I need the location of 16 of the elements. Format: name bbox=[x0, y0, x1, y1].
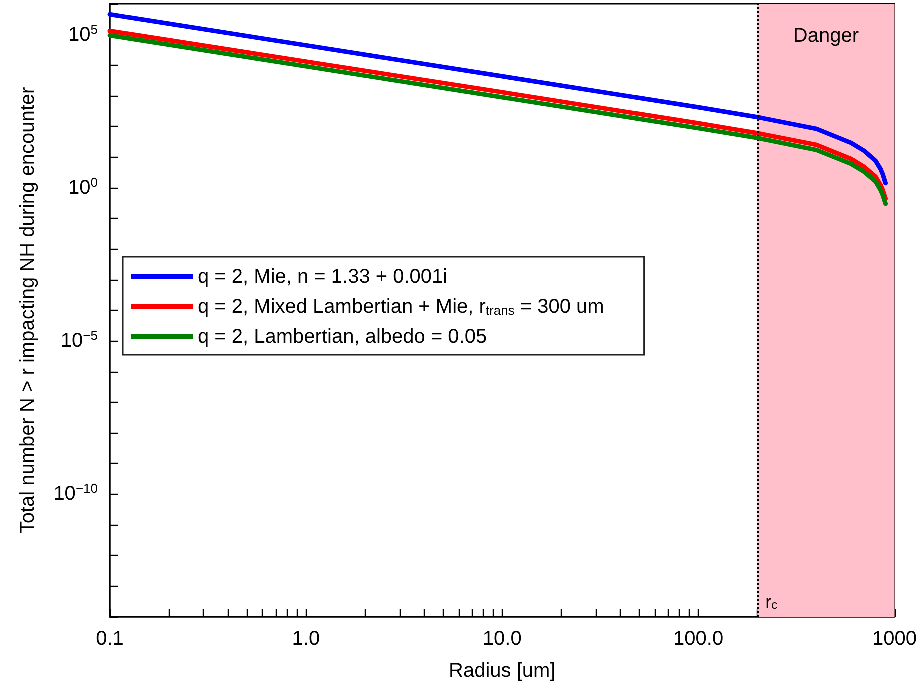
y-tick-label: 10$^{5}$ bbox=[68, 22, 98, 46]
x-tick-label: 1000 bbox=[872, 628, 918, 650]
ref-line-label: rc bbox=[766, 592, 778, 612]
x-tick-label: 1.0 bbox=[292, 628, 320, 650]
y-tick-label: 10$^{−10}$ bbox=[54, 481, 98, 506]
y-tick-label: 10$^{0}$ bbox=[68, 174, 98, 199]
legend-label: q = 2, Lambertian, albedo = 0.05 bbox=[198, 326, 488, 348]
x-tick-label: 10.0 bbox=[482, 628, 522, 650]
x-tick-label: 100.0 bbox=[674, 628, 724, 650]
band-label: Danger bbox=[793, 25, 860, 47]
legend-label: q = 2, Mixed Lambertian + Mie, rtrans = 300 um bbox=[198, 296, 604, 318]
y-axis-title: Total number N > r impacting NH during encounter bbox=[17, 86, 39, 534]
x-tick-label: 0.1 bbox=[96, 628, 124, 650]
y-tick-label: 10$^{−5}$ bbox=[60, 328, 98, 352]
legend-label: q = 2, Mie, n = 1.33 + 0.001i bbox=[198, 266, 448, 288]
x-axis-title: Radius [um] bbox=[449, 660, 556, 682]
